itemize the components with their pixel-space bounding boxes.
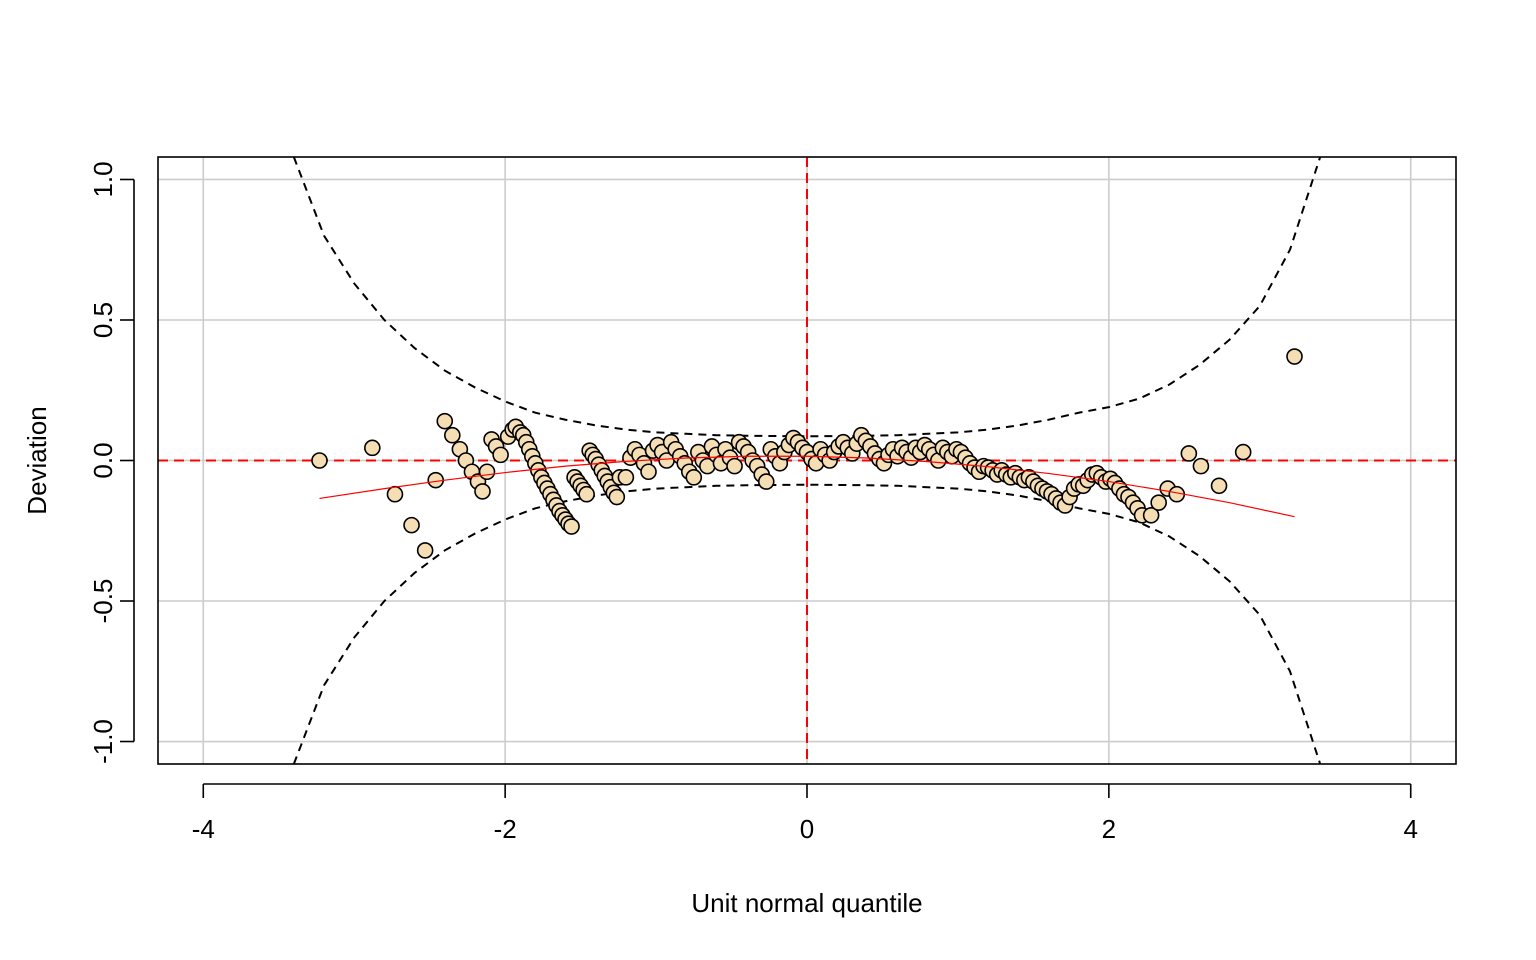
data-point <box>403 516 420 534</box>
data-point <box>608 488 626 506</box>
y-axis-title: Deviation <box>22 406 52 514</box>
y-tick-label: 1.0 <box>88 161 118 197</box>
plot-frame <box>157 156 1457 765</box>
data-point <box>444 426 461 444</box>
data-point <box>578 485 595 503</box>
x-axis-title: Unit normal quantile <box>691 888 922 918</box>
data-point <box>757 473 775 490</box>
x-tick-label: -4 <box>192 814 215 844</box>
data-point <box>1142 506 1160 524</box>
y-tick-label: 0.5 <box>88 302 118 338</box>
x-tick-label: 0 <box>800 814 814 844</box>
fit-curve <box>319 455 1295 518</box>
data-point <box>685 469 703 486</box>
data-point <box>617 469 635 486</box>
data-point <box>492 446 509 464</box>
data-point <box>563 518 580 535</box>
fit-curve-line <box>319 455 1295 518</box>
data-point <box>311 452 328 469</box>
data-point <box>726 457 743 475</box>
x-tick-label: -2 <box>494 814 517 844</box>
data-point <box>416 542 434 559</box>
x-axis: -4 -2 0 2 4 <box>192 783 1418 844</box>
data-point <box>478 463 496 481</box>
data-point <box>640 463 657 481</box>
data-point <box>1192 457 1210 475</box>
y-tick-label: -1.0 <box>88 719 118 764</box>
data-points <box>311 348 1303 559</box>
data-point <box>364 439 381 457</box>
y-tick-label: 0.0 <box>88 442 118 478</box>
data-point <box>1180 445 1198 462</box>
x-tick-label: 4 <box>1403 814 1417 844</box>
x-tick-label: 2 <box>1102 814 1116 844</box>
data-point <box>386 485 404 503</box>
data-point <box>1286 348 1303 365</box>
data-point <box>474 483 491 500</box>
data-point <box>1234 443 1252 461</box>
y-tick-label: -0.5 <box>88 579 118 624</box>
confidence-band <box>292 157 1322 764</box>
data-point <box>436 412 454 430</box>
data-point <box>1210 477 1228 495</box>
confidence-band-upper <box>292 157 1322 438</box>
confidence-band-lower <box>292 483 1322 764</box>
y-axis: -1.0 -0.5 0.0 0.5 1.0 <box>88 161 135 764</box>
data-point <box>1150 494 1167 511</box>
